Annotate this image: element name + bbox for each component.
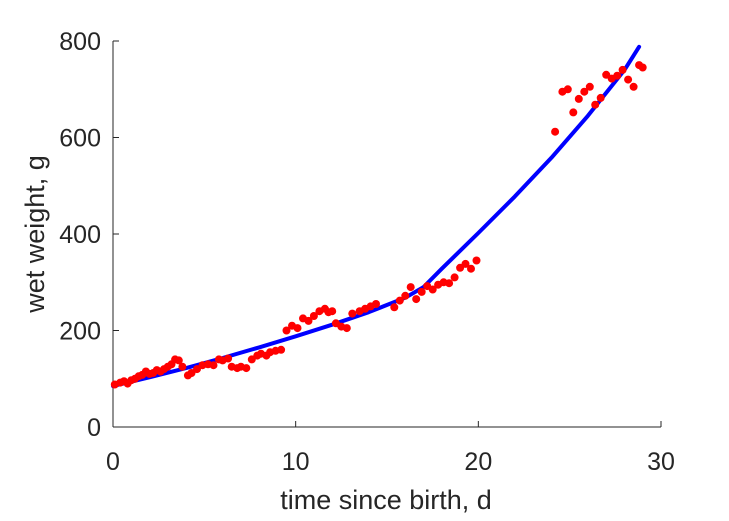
data-point bbox=[178, 362, 187, 371]
data-point bbox=[613, 71, 622, 80]
x-tick-label: 20 bbox=[464, 448, 492, 476]
x-tick-label: 0 bbox=[106, 448, 120, 476]
data-point bbox=[328, 307, 337, 316]
data-point bbox=[618, 65, 627, 74]
data-point bbox=[445, 279, 454, 288]
data-point bbox=[277, 345, 286, 354]
data-point bbox=[638, 63, 647, 72]
data-point bbox=[596, 93, 605, 102]
data-point bbox=[585, 82, 594, 91]
axes: 0 10 20 30 0 200 400 600 800 bbox=[59, 28, 675, 476]
y-tick-label: 0 bbox=[87, 414, 101, 442]
data-point bbox=[569, 108, 578, 117]
y-axis-label: wet weight, g bbox=[20, 155, 50, 314]
data-point bbox=[624, 75, 633, 84]
data-point bbox=[472, 256, 481, 265]
x-axis-label: time since birth, d bbox=[280, 485, 492, 515]
data-point bbox=[591, 100, 600, 109]
y-tick-label: 400 bbox=[59, 221, 101, 249]
plot-area bbox=[110, 44, 647, 389]
data-point bbox=[629, 82, 638, 91]
data-point bbox=[282, 326, 291, 335]
x-tick-label: 30 bbox=[647, 448, 675, 476]
data-point bbox=[461, 259, 470, 268]
data-point bbox=[417, 287, 426, 296]
data-point bbox=[395, 296, 404, 305]
data-point bbox=[450, 273, 459, 282]
data-point bbox=[342, 324, 351, 333]
data-point bbox=[224, 354, 233, 363]
data-point bbox=[412, 295, 421, 304]
fit-curve bbox=[111, 44, 642, 388]
y-tick-label: 600 bbox=[59, 125, 101, 153]
data-point bbox=[372, 300, 380, 308]
data-point bbox=[406, 283, 415, 292]
y-tick-label: 800 bbox=[59, 28, 101, 56]
x-tick-label: 10 bbox=[282, 448, 310, 476]
y-tick-label: 200 bbox=[59, 318, 101, 346]
data-point bbox=[574, 94, 583, 103]
data-point bbox=[293, 324, 302, 333]
data-point bbox=[467, 264, 475, 273]
data-point bbox=[304, 316, 313, 325]
data-point bbox=[309, 312, 318, 320]
data-point bbox=[209, 361, 218, 370]
data-point bbox=[428, 285, 437, 294]
data-point bbox=[242, 364, 251, 373]
data-point bbox=[348, 309, 357, 318]
data-point bbox=[580, 87, 589, 96]
data-point bbox=[401, 291, 410, 300]
data-point bbox=[551, 127, 560, 136]
data-point bbox=[390, 303, 399, 312]
data-point bbox=[174, 356, 183, 365]
data-point bbox=[563, 85, 572, 94]
